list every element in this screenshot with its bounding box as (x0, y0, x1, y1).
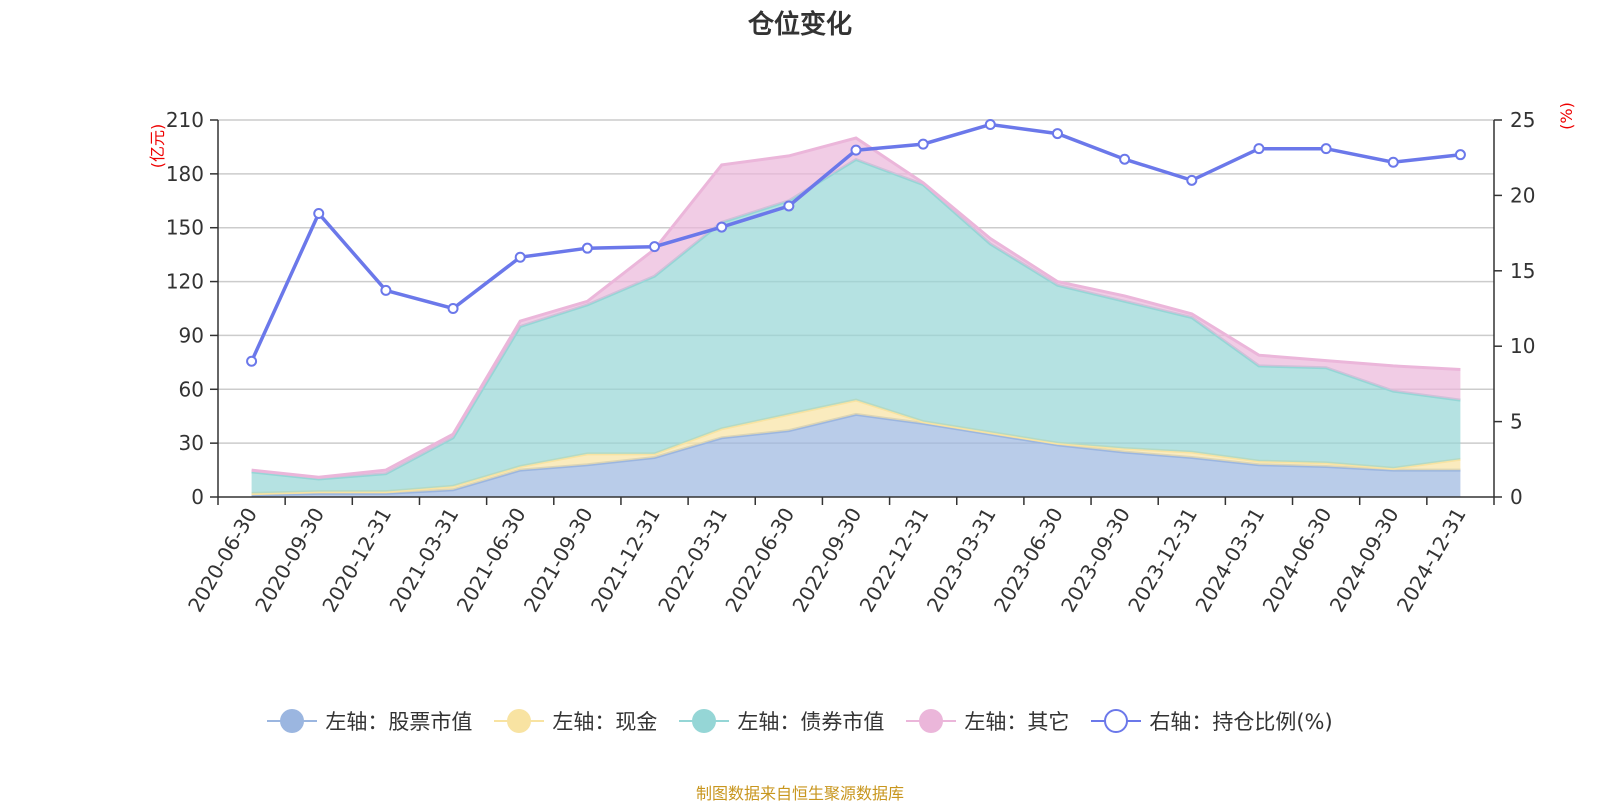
legend-label: 左轴：其它 (964, 710, 1070, 734)
x-tick-label: 2021-09-30 (519, 504, 598, 617)
y-right-tick-label: 0 (1510, 485, 1523, 509)
ratio-point (1119, 153, 1131, 165)
ratio-point (649, 241, 661, 253)
ratio-point (716, 221, 728, 233)
y-right-tick-label: 20 (1510, 183, 1535, 207)
x-tick-label: 2022-06-30 (720, 504, 799, 617)
y-left-tick-label: 150 (166, 216, 204, 240)
chart-title: 仓位变化 (747, 10, 852, 40)
chart-canvas: 030609012015018021005101520252020-06-302… (148, 102, 1576, 617)
x-tick-label: 2020-09-30 (250, 504, 329, 617)
ratio-point (1253, 143, 1265, 155)
legend-item[interactable]: 左轴：其它 (906, 706, 1069, 736)
legend-item[interactable]: 左轴：债券市值 (679, 706, 884, 736)
stacked-areas (251, 136, 1461, 497)
ratio-point (380, 284, 392, 296)
x-tick-label: 2024-06-30 (1258, 504, 1337, 617)
legend-item[interactable]: 右轴：持仓比例(%) (1091, 706, 1333, 736)
ratio-line (246, 119, 1466, 367)
legend-label: 右轴：持仓比例(%) (1149, 710, 1333, 734)
x-tick-label: 2022-09-30 (787, 504, 866, 617)
x-tick-label: 2024-09-30 (1325, 504, 1404, 617)
legend-marker-icon (679, 708, 730, 734)
x-tick-label: 2023-06-30 (989, 504, 1068, 617)
ratio-point (1186, 174, 1198, 186)
x-tick-label: 2021-03-31 (384, 504, 463, 617)
legend-marker-icon (906, 708, 957, 734)
x-tick-label: 2022-12-31 (855, 504, 934, 617)
ratio-point (1320, 143, 1332, 155)
y-axis-left-label: (亿元) (148, 124, 167, 169)
legend-label: 左轴：现金 (552, 710, 658, 734)
y-left-tick-label: 120 (166, 270, 204, 294)
ratio-point (313, 207, 325, 219)
x-tick-label: 2023-12-31 (1123, 504, 1202, 617)
ratio-point (447, 303, 459, 314)
legend-marker-icon (494, 708, 545, 734)
y-right-tick-label: 15 (1510, 259, 1535, 283)
ratio-point (1387, 156, 1399, 168)
y-left-tick-label: 180 (166, 162, 204, 186)
ratio-point (514, 251, 526, 263)
y-left-tick-label: 210 (166, 108, 204, 132)
y-left-tick-label: 0 (191, 485, 204, 509)
y-left-tick-label: 90 (179, 323, 204, 347)
legend-item[interactable]: 左轴：现金 (494, 706, 657, 736)
ratio-point (1454, 149, 1466, 161)
x-tick-label: 2020-06-30 (183, 504, 262, 617)
x-tick-label: 2023-09-30 (1056, 504, 1135, 617)
y-axis-right-label: (%) (1557, 102, 1576, 130)
y-left-tick-label: 60 (179, 377, 204, 401)
ratio-point (246, 355, 258, 367)
ratio-point (1051, 128, 1063, 140)
area-0 (251, 414, 1461, 497)
x-tick-label: 2024-12-31 (1392, 504, 1471, 617)
legend-label: 左轴：债券市值 (737, 710, 885, 734)
y-right-tick-label: 5 (1510, 410, 1523, 434)
ratio-point (783, 200, 795, 212)
x-tick-label: 2020-12-31 (317, 504, 396, 617)
legend-item[interactable]: 左轴：股票市值 (267, 706, 472, 736)
ratio-point (850, 144, 862, 156)
x-tick-label: 2023-03-31 (922, 504, 1001, 617)
area-2 (251, 159, 1461, 494)
ratio-point (581, 242, 593, 254)
y-right-tick-label: 10 (1510, 334, 1535, 358)
x-tick-label: 2024-03-31 (1190, 504, 1269, 617)
source-note: 制图数据来自恒生聚源数据库 (695, 784, 904, 803)
legend: 左轴：股票市值 左轴：现金 左轴：债券市值 左轴：其它 右轴：持仓比例(%) (0, 706, 1600, 736)
ratio-point (984, 119, 996, 131)
legend-label: 左轴：股票市值 (325, 710, 473, 734)
x-tick-label: 2021-12-31 (586, 504, 665, 617)
legend-marker-icon (1091, 708, 1142, 734)
x-tick-label: 2021-06-30 (452, 504, 531, 617)
x-tick-label: 2022-03-31 (653, 504, 732, 617)
area-edge-3 (251, 136, 1461, 479)
y-left-tick-label: 30 (179, 431, 204, 455)
ratio-point (917, 138, 929, 150)
y-right-tick-label: 25 (1510, 108, 1535, 132)
legend-marker-icon (267, 708, 318, 734)
